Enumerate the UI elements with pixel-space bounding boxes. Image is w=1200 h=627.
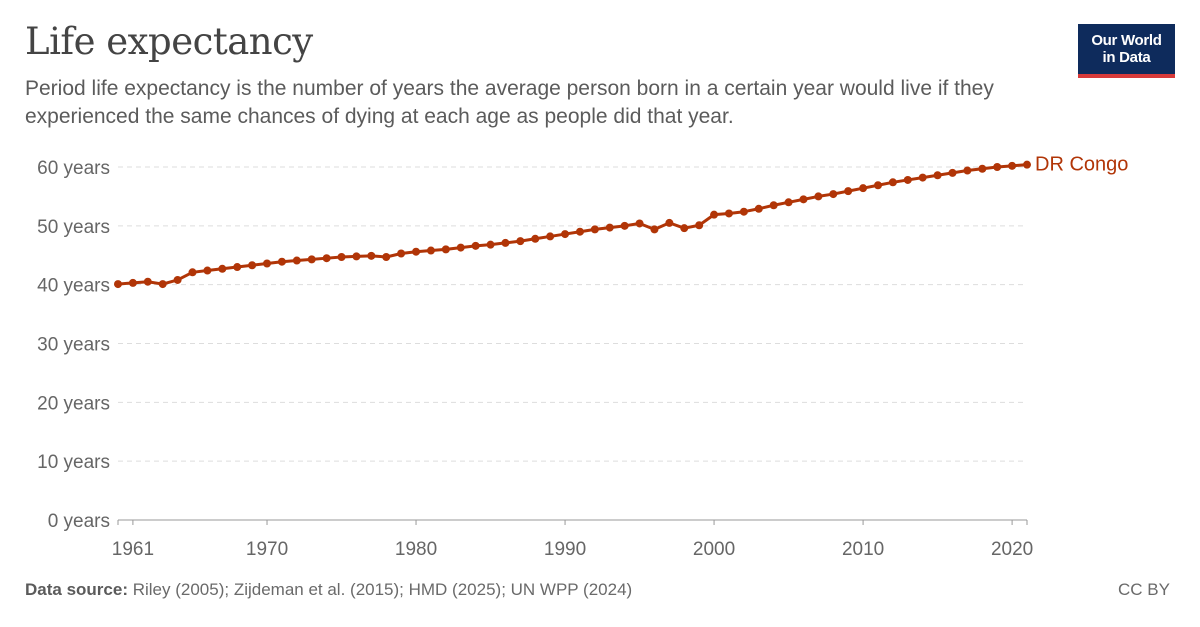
- data-point: [426, 246, 435, 255]
- data-point: [218, 264, 227, 273]
- chart-subtitle: Period life expectancy is the number of …: [25, 77, 994, 128]
- data-point: [680, 224, 689, 233]
- data-point: [1023, 160, 1031, 169]
- data-point: [501, 238, 510, 247]
- y-tick-label: 50 years: [37, 217, 110, 238]
- x-tick-label: 2000: [693, 539, 735, 560]
- y-tick-label: 40 years: [37, 276, 110, 297]
- data-point: [203, 266, 212, 275]
- logo-line-2: in Data: [1102, 49, 1151, 66]
- data-point: [754, 204, 763, 213]
- data-point: [546, 232, 555, 241]
- data-point: [963, 166, 972, 175]
- data-point: [531, 234, 540, 243]
- data-point: [412, 247, 421, 256]
- data-point: [397, 249, 406, 258]
- x-tick-label: 1980: [395, 539, 437, 560]
- data-point: [710, 210, 719, 219]
- data-point: [382, 253, 391, 262]
- data-point: [263, 259, 272, 268]
- data-point: [277, 257, 286, 266]
- y-tick-label: 30 years: [37, 335, 110, 356]
- data-point: [665, 218, 674, 227]
- data-source: Data source: Riley (2005); Zijdeman et a…: [25, 580, 632, 600]
- data-point: [322, 254, 331, 263]
- data-point: [978, 164, 987, 173]
- data-point: [590, 225, 599, 234]
- data-point: [575, 227, 584, 236]
- data-point: [486, 240, 495, 249]
- data-point: [888, 178, 897, 187]
- data-point: [829, 190, 838, 199]
- data-point: [233, 263, 242, 272]
- data-point: [561, 230, 570, 239]
- chart-title: Life expectancy: [25, 20, 313, 63]
- data-point: [948, 168, 957, 177]
- data-point: [1008, 161, 1017, 170]
- data-point: [695, 221, 704, 230]
- x-tick-label: 2020: [991, 539, 1033, 560]
- data-point: [128, 278, 137, 287]
- data-point: [456, 243, 465, 252]
- data-point: [292, 256, 301, 265]
- owid-logo[interactable]: Our World in Data: [1078, 24, 1175, 78]
- data-point: [814, 192, 823, 201]
- data-point: [873, 181, 882, 190]
- data-point: [337, 253, 346, 262]
- data-point: [650, 225, 659, 234]
- logo-line-1: Our World: [1091, 32, 1162, 49]
- data-point: [367, 251, 376, 260]
- data-point: [188, 268, 197, 277]
- data-point: [471, 241, 480, 250]
- data-point: [739, 207, 748, 216]
- data-point: [620, 221, 629, 230]
- license-label[interactable]: CC BY: [1118, 580, 1170, 599]
- data-point: [903, 175, 912, 184]
- data-point: [605, 223, 614, 232]
- y-tick-label: 10 years: [37, 452, 110, 473]
- data-point: [248, 261, 257, 270]
- data-point: [158, 280, 167, 289]
- data-point: [724, 209, 733, 218]
- data-point: [516, 237, 525, 246]
- data-source-label: Data source:: [25, 580, 128, 599]
- data-source-text: Riley (2005); Zijdeman et al. (2015); HM…: [132, 580, 633, 599]
- x-tick-label: 1970: [246, 539, 288, 560]
- data-point: [859, 184, 868, 193]
- y-tick-label: 20 years: [37, 393, 110, 414]
- data-point: [635, 219, 644, 228]
- data-point: [799, 195, 808, 204]
- data-point: [844, 187, 853, 196]
- data-point: [933, 171, 942, 180]
- data-point: [173, 275, 182, 284]
- series-label: DR Congo: [1035, 154, 1128, 176]
- x-tick-label: 1990: [544, 539, 586, 560]
- data-point: [784, 198, 793, 207]
- data-point: [441, 245, 450, 254]
- data-point: [143, 277, 152, 286]
- data-point: [918, 173, 927, 182]
- y-tick-label: 0 years: [48, 511, 110, 532]
- data-point: [993, 163, 1002, 171]
- x-tick-label: 1961: [112, 539, 154, 560]
- x-tick-label: 2010: [842, 539, 884, 560]
- y-tick-label: 60 years: [37, 158, 110, 179]
- data-point: [352, 252, 361, 261]
- data-point: [769, 201, 778, 210]
- data-point: [114, 280, 122, 289]
- data-point: [307, 255, 316, 264]
